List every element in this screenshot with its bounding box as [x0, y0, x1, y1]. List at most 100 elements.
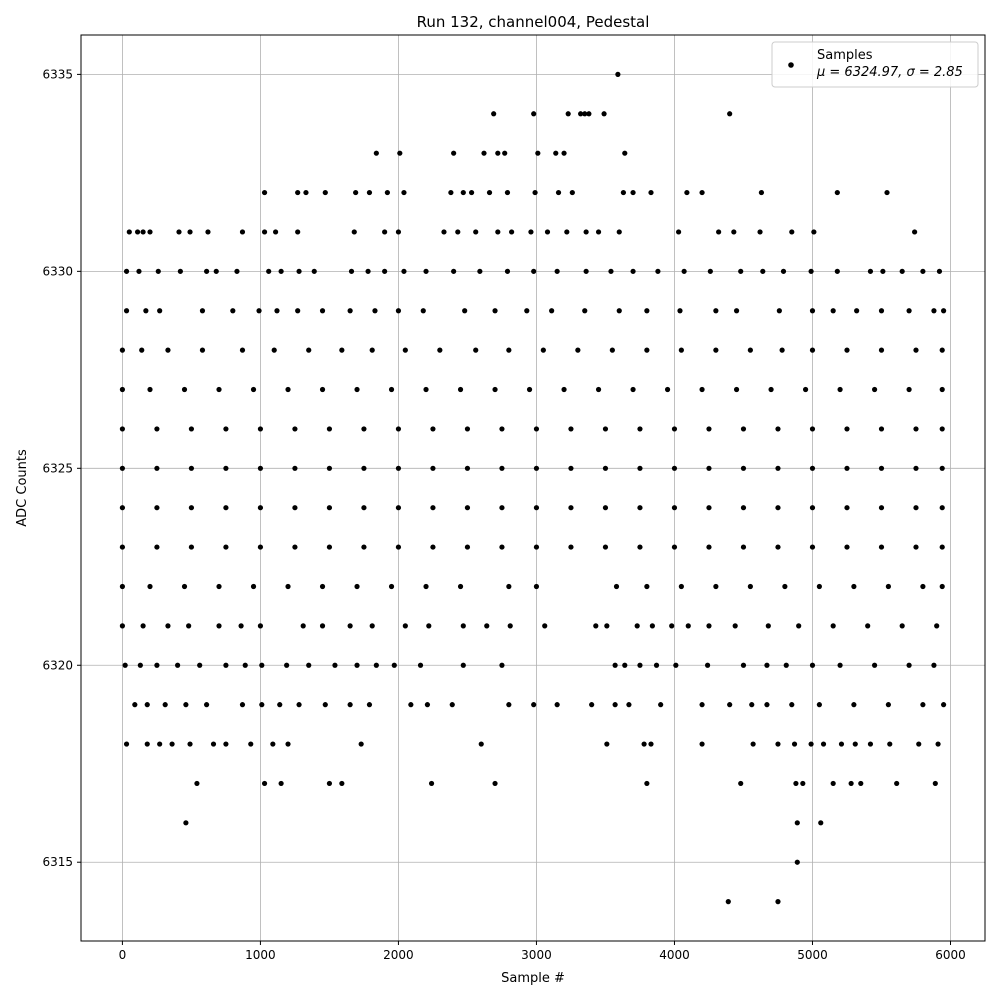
- sample-point: [448, 189, 454, 196]
- sample-point: [477, 268, 483, 274]
- sample-point: [637, 505, 643, 511]
- sample-point: [502, 150, 508, 156]
- sample-point: [535, 150, 541, 156]
- sample-point: [844, 544, 850, 550]
- sample-point: [147, 386, 153, 393]
- sample-point: [223, 505, 229, 511]
- sample-point: [818, 820, 824, 826]
- sample-point: [732, 623, 738, 629]
- sample-point: [257, 426, 264, 432]
- sample-point: [424, 702, 431, 708]
- sample-point: [568, 505, 574, 511]
- sample-point: [764, 662, 770, 668]
- x-axis-label: Sample #: [501, 971, 565, 986]
- sample-point: [809, 544, 816, 550]
- sample-point: [271, 347, 277, 353]
- sample-point: [602, 505, 609, 511]
- sample-point: [250, 386, 257, 393]
- sample-point: [319, 308, 326, 314]
- sample-point: [157, 308, 163, 314]
- sample-point: [811, 229, 817, 235]
- sample-point: [395, 308, 402, 314]
- sample-point: [326, 505, 333, 511]
- sample-point: [809, 465, 816, 471]
- x-tick-label: 0: [119, 948, 127, 962]
- sample-point: [140, 229, 146, 235]
- sample-point: [878, 347, 885, 353]
- sample-point: [306, 662, 312, 668]
- sample-point: [506, 347, 512, 353]
- sample-point: [169, 741, 175, 747]
- sample-point: [216, 583, 222, 590]
- sample-point: [783, 662, 789, 668]
- sample-point: [757, 229, 763, 235]
- sample-point: [223, 465, 229, 471]
- sample-point: [157, 741, 163, 747]
- sample-point: [531, 268, 537, 274]
- sample-point: [326, 544, 333, 550]
- y-tick-label: 6315: [42, 855, 73, 869]
- sample-point: [569, 189, 575, 196]
- sample-point: [867, 741, 874, 747]
- sample-point: [296, 702, 302, 708]
- sample-point: [622, 150, 628, 156]
- sample-point: [183, 702, 189, 708]
- sample-point: [637, 544, 643, 550]
- sample-point: [397, 150, 403, 156]
- sample-point: [322, 189, 328, 196]
- sample-point: [295, 229, 301, 235]
- sample-point: [382, 229, 388, 235]
- sample-point: [613, 583, 620, 590]
- x-tick-label: 6000: [935, 948, 966, 962]
- sample-point: [555, 189, 562, 196]
- sample-point: [223, 426, 229, 432]
- sample-point: [533, 505, 540, 511]
- sample-point: [844, 347, 850, 353]
- sample-point: [428, 780, 435, 787]
- sample-point: [699, 741, 705, 747]
- sample-point: [854, 308, 860, 314]
- sample-point: [492, 386, 498, 393]
- sample-point: [339, 780, 345, 787]
- sample-point: [123, 268, 130, 274]
- sample-point: [637, 465, 643, 471]
- sample-point: [278, 780, 284, 787]
- legend-series-label: Samples: [817, 48, 873, 63]
- sample-point: [630, 268, 636, 274]
- x-tick-label: 2000: [383, 948, 414, 962]
- sample-point: [601, 111, 607, 117]
- sample-point: [499, 544, 505, 550]
- legend: Samples μ = 6324.97, σ = 2.85: [771, 41, 979, 88]
- sample-point: [369, 623, 375, 629]
- sample-point: [561, 386, 567, 393]
- sample-point: [257, 623, 264, 629]
- sample-point: [528, 229, 534, 235]
- sample-point: [583, 229, 589, 235]
- sample-point: [568, 465, 574, 471]
- sample-point: [713, 347, 719, 353]
- sample-point: [658, 702, 664, 708]
- sample-point: [544, 229, 551, 235]
- sample-point: [188, 465, 195, 471]
- sample-point: [733, 386, 740, 393]
- sample-point: [257, 505, 264, 511]
- sample-point: [361, 505, 367, 511]
- sample-point: [213, 268, 219, 274]
- sample-point: [353, 189, 359, 196]
- sample-point: [622, 662, 628, 668]
- sample-point: [906, 308, 912, 314]
- sample-point: [285, 386, 291, 393]
- sample-point: [612, 662, 618, 668]
- sample-point: [462, 308, 468, 314]
- sample-point: [630, 189, 636, 196]
- sample-point: [816, 583, 822, 590]
- sample-point: [303, 189, 309, 196]
- sample-point: [800, 780, 806, 787]
- sample-point: [199, 308, 206, 314]
- sample-point: [796, 623, 802, 629]
- sample-point: [162, 702, 168, 708]
- sample-point: [844, 465, 850, 471]
- sample-point: [532, 189, 538, 196]
- sample-point: [154, 505, 160, 511]
- sample-point: [194, 780, 200, 787]
